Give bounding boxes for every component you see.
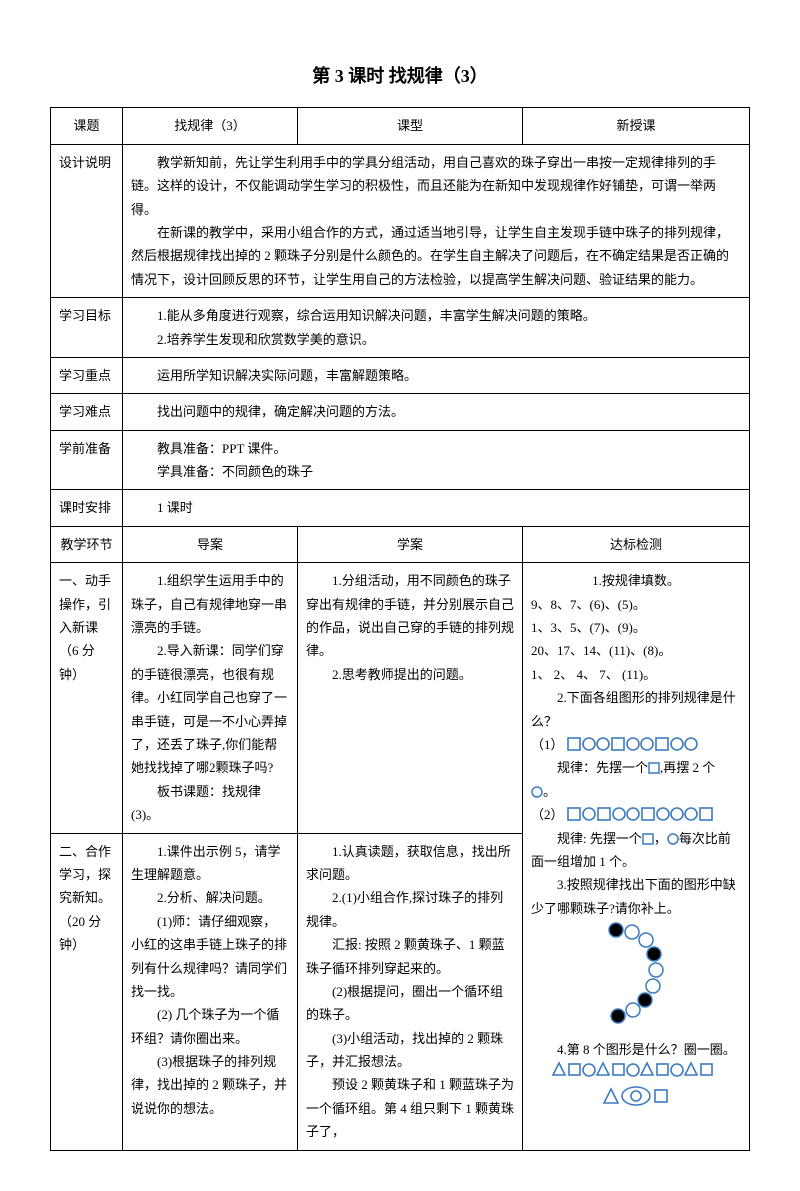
text-line: 1.分组活动，用不同颜色的珠子穿出有规律的手链，并分别展示自己的作品，说出自己穿… bbox=[306, 569, 514, 663]
rule-2b: 规律: 先摆一个，每次比前面一组增加 1 个。 bbox=[531, 827, 741, 874]
text-line: 预设 2 颗黄珠子和 1 颗蓝珠子为一个循环组。第 4 组只剩下 1 颗黄珠子了… bbox=[306, 1073, 514, 1143]
text-line: (2)根据提问，圈出一个循环组的珠子。 bbox=[306, 980, 514, 1027]
text-line: 9、8、7、(6)、(5)。 bbox=[531, 593, 741, 616]
text-line: 1 课时 bbox=[131, 496, 741, 519]
pattern-2a: （1） bbox=[531, 733, 741, 756]
table-row: 学习目标 1.能从多角度进行观察，综合运用知识解决问题，丰富学生解决问题的策略。… bbox=[51, 298, 750, 358]
text-line: 1、 2、 4、 7、 (11)。 bbox=[531, 663, 741, 686]
text-line: 教具准备：PPT 课件。 bbox=[131, 437, 741, 460]
text-line: 教学新知前，先让学生利用手中的学具分组活动，用自己喜欢的珠子穿出一串按一定规律排… bbox=[131, 151, 741, 221]
q4-row2-icon bbox=[601, 1086, 671, 1108]
cell-seg2-label: 二、合作学习，探究新知。 （20 分钟） bbox=[51, 833, 123, 1150]
cell-diff-text: 找出问题中的规律，确定解决问题的方法。 bbox=[123, 394, 750, 430]
text-line: 汇报: 按照 2 颗黄珠子、1 颗蓝珠子循环排列穿起来的。 bbox=[306, 933, 514, 980]
cell-prep-label: 学前准备 bbox=[51, 430, 123, 490]
table-row: 设计说明 教学新知前，先让学生利用手中的学具分组活动，用自己喜欢的珠子穿出一串按… bbox=[51, 144, 750, 297]
text-line: 2.导入新课：同学们穿的手链很漂亮，也很有规律。小红同学自己也穿了一串手链，可是… bbox=[131, 639, 289, 779]
text-line: （1） bbox=[531, 737, 564, 752]
text-line: 运用所学知识解决实际问题，丰富解题策略。 bbox=[131, 364, 741, 387]
text-line: 20、17、14、(11)、(8)。 bbox=[531, 639, 741, 662]
cell-seg1-plan: 1.分组活动，用不同颜色的珠子穿出有规律的手链，并分别展示自己的作品，说出自己穿… bbox=[298, 563, 523, 833]
text-line: 2.(1)小组合作,探讨珠子的排列规律。 bbox=[306, 886, 514, 933]
cell-seghdr-4: 达标检测 bbox=[523, 526, 750, 562]
text-line: 规律：先摆一个 bbox=[557, 760, 648, 775]
text-line: 2.下面各组图形的排列规律是什么？ bbox=[531, 686, 741, 733]
q4-row1-icon bbox=[551, 1061, 721, 1079]
table-row: 课时安排 1 课时 bbox=[51, 490, 750, 526]
table-row: 学习难点 找出问题中的规律，确定解决问题的方法。 bbox=[51, 394, 750, 430]
text-line: (2) 几个珠子为一个循环组？请你圈出来。 bbox=[131, 1003, 289, 1050]
rule-2a-cont: 。 bbox=[531, 780, 741, 803]
cell-seg2-guide: 1.课件出示例 5，请学生理解题意。 2.分析、解决问题。 (1)师：请仔细观察… bbox=[123, 833, 298, 1150]
cell-type-value: 新授课 bbox=[523, 108, 750, 144]
square-icon bbox=[642, 833, 654, 845]
text-line: ， bbox=[654, 831, 667, 846]
cell-seg2-plan: 1.认真读题，获取信息，找出所求问题。 2.(1)小组合作,探讨珠子的排列规律。… bbox=[298, 833, 523, 1150]
text-line: 板书课题：找规律(3)。 bbox=[131, 780, 289, 827]
text-line: 1、3、5、(7)、(9)。 bbox=[531, 616, 741, 639]
text-line: 2.思考教师提出的问题。 bbox=[306, 663, 514, 686]
text-line: （2） bbox=[531, 807, 564, 822]
cell-focus-label: 学习重点 bbox=[51, 357, 123, 393]
cell-seg1-guide: 1.组织学生运用手中的珠子，自己有规律地穿一串漂亮的手链。 2.导入新课：同学们… bbox=[123, 563, 298, 833]
text-line: 1.按规律填数。 bbox=[531, 569, 741, 592]
cell-sched-label: 课时安排 bbox=[51, 490, 123, 526]
text-line: 在新课的教学中，采用小组合作的方式，通过适当地引导，让学生自主发现手链中珠子的排… bbox=[131, 221, 741, 291]
cell-seghdr-1: 教学环节 bbox=[51, 526, 123, 562]
text-line: 二、合作学习，探究新知。 bbox=[59, 844, 111, 906]
text-line: (1)师：请仔细观察，小红的这串手链上珠子的排列有什么规律吗？请同学们找一找。 bbox=[131, 910, 289, 1004]
text-line: 4.第 8 个图形是什么？圈一圈。 bbox=[531, 1038, 741, 1061]
cell-goal-text: 1.能从多角度进行观察，综合运用知识解决问题，丰富学生解决问题的策略。 2.培养… bbox=[123, 298, 750, 358]
square-icon bbox=[648, 762, 660, 774]
text-line: 2.培养学生发现和欣赏数学美的意识。 bbox=[131, 328, 741, 351]
q4-figure bbox=[531, 1061, 741, 1116]
cell-seghdr-3: 学案 bbox=[298, 526, 523, 562]
cell-seghdr-2: 导案 bbox=[123, 526, 298, 562]
cell-sched-text: 1 课时 bbox=[123, 490, 750, 526]
cell-check: 1.按规律填数。 9、8、7、(6)、(5)。 1、3、5、(7)、(9)。 2… bbox=[523, 563, 750, 1150]
text-line: ,再摆 2 个 bbox=[660, 760, 715, 775]
text-line: （20 分钟） bbox=[59, 914, 101, 952]
cell-diff-label: 学习难点 bbox=[51, 394, 123, 430]
text-line: 规律: 先摆一个 bbox=[557, 831, 642, 846]
lesson-plan-table: 课题 找规律（3） 课型 新授课 设计说明 教学新知前，先让学生利用手中的学具分… bbox=[50, 107, 750, 1150]
text-line: 1.认真读题，获取信息，找出所求问题。 bbox=[306, 840, 514, 887]
cell-seg1-label: 一、动手操作，引入新课（6 分钟） bbox=[51, 563, 123, 833]
text-line: (3)小组活动，找出掉的 2 颗珠子，并汇报想法。 bbox=[306, 1027, 514, 1074]
cell-focus-text: 运用所学知识解决实际问题，丰富解题策略。 bbox=[123, 357, 750, 393]
cell-type-label: 课型 bbox=[298, 108, 523, 144]
text-line: 学具准备：不同颜色的珠子 bbox=[131, 460, 741, 483]
table-row: 教学环节 导案 学案 达标检测 bbox=[51, 526, 750, 562]
pattern-svg-2a bbox=[567, 736, 707, 752]
pattern-svg-2b bbox=[567, 806, 717, 822]
page-title: 第 3 课时 找规律（3） bbox=[50, 60, 750, 92]
text-line: 2.分析、解决问题。 bbox=[131, 886, 289, 909]
bead-arc-icon bbox=[596, 920, 676, 1030]
cell-design-text: 教学新知前，先让学生利用手中的学具分组活动，用自己喜欢的珠子穿出一串按一定规律排… bbox=[123, 144, 750, 297]
text-line: 找出问题中的规律，确定解决问题的方法。 bbox=[131, 400, 741, 423]
text-line: 1.能从多角度进行观察，综合运用知识解决问题，丰富学生解决问题的策略。 bbox=[131, 304, 741, 327]
rule-2a: 规律：先摆一个 ,再摆 2 个 bbox=[531, 756, 741, 779]
table-row: 一、动手操作，引入新课（6 分钟） 1.组织学生运用手中的珠子，自己有规律地穿一… bbox=[51, 563, 750, 833]
text-line: 。 bbox=[543, 784, 556, 799]
pattern-2b: （2） bbox=[531, 803, 741, 826]
text-line: (3)根据珠子的排列规律，找出掉的 2 颗珠子，并说说你的想法。 bbox=[131, 1050, 289, 1120]
text-line: 1.组织学生运用手中的珠子，自己有规律地穿一串漂亮的手链。 bbox=[131, 569, 289, 639]
circle-icon bbox=[531, 786, 543, 798]
circle-icon bbox=[667, 833, 679, 845]
cell-design-label: 设计说明 bbox=[51, 144, 123, 297]
text-line: 1.课件出示例 5，请学生理解题意。 bbox=[131, 840, 289, 887]
cell-topic-value: 找规律（3） bbox=[123, 108, 298, 144]
cell-topic-label: 课题 bbox=[51, 108, 123, 144]
table-row: 学前准备 教具准备：PPT 课件。 学具准备：不同颜色的珠子 bbox=[51, 430, 750, 490]
cell-prep-text: 教具准备：PPT 课件。 学具准备：不同颜色的珠子 bbox=[123, 430, 750, 490]
bead-figure bbox=[531, 920, 741, 1037]
table-row: 课题 找规律（3） 课型 新授课 bbox=[51, 108, 750, 144]
table-row: 学习重点 运用所学知识解决实际问题，丰富解题策略。 bbox=[51, 357, 750, 393]
text-line: 3.按照规律找出下面的图形中缺少了哪颗珠子?请你补上。 bbox=[531, 873, 741, 920]
cell-goal-label: 学习目标 bbox=[51, 298, 123, 358]
